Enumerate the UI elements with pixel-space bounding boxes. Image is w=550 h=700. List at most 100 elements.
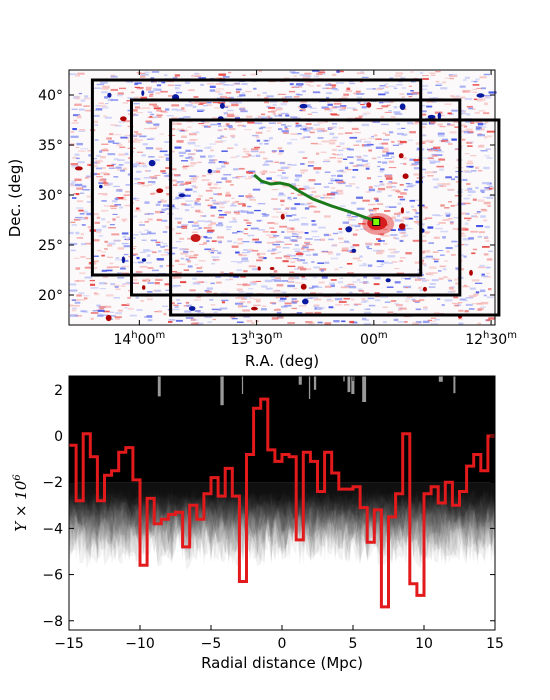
noise-speck — [473, 81, 478, 83]
noise-speck — [393, 111, 401, 114]
noise-speck — [94, 260, 99, 263]
noise-speck — [400, 219, 405, 222]
noise-speck — [373, 283, 380, 286]
noise-speck — [261, 213, 267, 215]
noise-speck — [304, 81, 312, 83]
map-y-axis-label: Dec. (deg) — [6, 159, 24, 238]
noise-speck — [138, 72, 146, 75]
noise-speck — [194, 263, 199, 266]
noise-speck — [451, 138, 457, 141]
noise-speck — [454, 148, 459, 150]
noise-speck — [309, 131, 315, 134]
band-gap — [438, 376, 443, 382]
noise-speck — [372, 121, 380, 123]
noise-speck — [306, 84, 310, 86]
noise-speck — [274, 106, 282, 109]
noise-speck — [415, 142, 422, 145]
noise-speck — [484, 120, 489, 124]
noise-speck — [356, 196, 363, 199]
noise-speck — [471, 279, 480, 282]
noise-speck — [310, 297, 319, 299]
profile-panel: −15 −10 −5 0 5 10 15−8−6−4−202 Radial distance… — [12, 375, 504, 672]
noise-speck — [335, 303, 342, 306]
noise-speck — [330, 279, 337, 281]
noise-speck — [428, 159, 436, 161]
noise-speck — [181, 203, 187, 206]
noise-speck — [191, 74, 195, 77]
noise-speck — [98, 235, 104, 237]
noise-speck — [300, 137, 305, 140]
noise-speck — [118, 121, 125, 123]
noise-speck — [235, 213, 241, 215]
noise-speck — [189, 178, 195, 180]
noise-speck — [464, 222, 469, 225]
noise-speck — [115, 257, 120, 259]
noise-speck — [288, 198, 292, 201]
noise-speck — [298, 231, 304, 234]
noise-speck — [482, 123, 487, 125]
noise-speck — [158, 310, 162, 313]
noise-speck — [268, 122, 276, 124]
noise-speck — [178, 192, 185, 194]
noise-speck — [114, 134, 122, 136]
noise-speck — [445, 141, 451, 143]
noise-speck — [402, 216, 410, 219]
noise-speck — [435, 227, 443, 230]
noise-speck — [185, 255, 191, 257]
noise-speck — [154, 125, 160, 128]
noise-speck — [399, 198, 406, 201]
noise-speck — [413, 215, 419, 218]
noise-speck — [176, 299, 180, 301]
noise-speck — [364, 164, 368, 166]
point-source — [351, 248, 357, 253]
noise-speck — [261, 113, 266, 116]
noise-speck — [217, 308, 222, 311]
noise-speck — [156, 84, 162, 87]
noise-speck — [444, 207, 450, 209]
noise-speck — [221, 299, 229, 302]
noise-speck — [76, 116, 82, 119]
noise-speck — [321, 106, 329, 109]
noise-speck — [98, 102, 104, 104]
noise-speck — [131, 276, 137, 278]
profile-realisation-envelope — [69, 482, 495, 517]
noise-speck — [376, 108, 383, 110]
noise-speck — [259, 219, 263, 222]
noise-speck — [241, 83, 248, 85]
noise-speck — [72, 128, 77, 131]
noise-speck — [351, 216, 358, 218]
noise-speck — [390, 229, 396, 231]
noise-speck — [86, 195, 91, 198]
noise-speck — [437, 132, 445, 135]
noise-speck — [84, 276, 93, 279]
noise-speck — [346, 215, 352, 217]
noise-speck — [236, 321, 244, 323]
noise-speck — [341, 249, 348, 252]
noise-speck — [468, 237, 474, 240]
noise-speck — [450, 290, 456, 293]
noise-speck — [428, 242, 434, 244]
noise-speck — [364, 140, 371, 143]
noise-speck — [93, 255, 99, 257]
noise-speck — [453, 296, 459, 299]
noise-speck — [174, 217, 183, 220]
noise-speck — [339, 266, 343, 269]
noise-speck — [211, 161, 216, 163]
noise-speck — [71, 180, 76, 184]
noise-speck — [233, 275, 240, 278]
profile-xtick-label: −15 — [54, 636, 84, 652]
noise-speck — [482, 182, 490, 185]
noise-speck — [352, 233, 358, 236]
noise-speck — [462, 299, 468, 302]
noise-speck — [433, 236, 440, 239]
noise-speck — [74, 280, 79, 282]
noise-speck — [317, 321, 323, 324]
noise-speck — [285, 207, 290, 210]
noise-speck — [126, 303, 130, 305]
noise-speck — [269, 227, 275, 229]
noise-speck — [424, 140, 429, 143]
noise-speck — [213, 170, 221, 173]
noise-speck — [256, 280, 262, 282]
noise-speck — [287, 163, 291, 166]
noise-speck — [201, 281, 208, 283]
